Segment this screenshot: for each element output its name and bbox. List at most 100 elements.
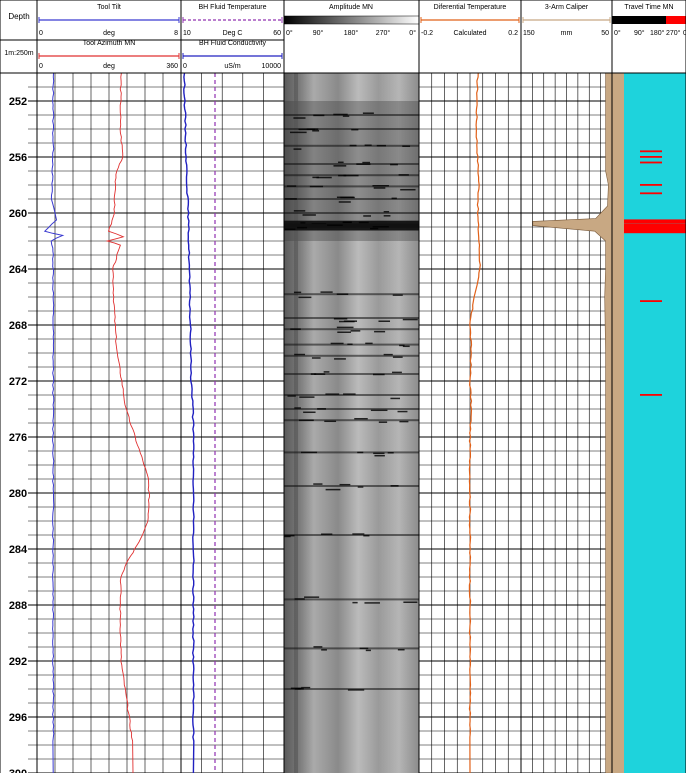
amplitude-dark-band (284, 185, 419, 188)
amplitude-fracture-streak (383, 211, 390, 213)
amplitude-fracture-streak (391, 197, 397, 200)
amplitude-fracture-streak (400, 188, 416, 191)
amplitude-fracture-streak (372, 185, 389, 187)
amplitude-fracture-streak (374, 330, 386, 333)
track-max-caliper: 50 (601, 30, 609, 37)
amplitude-tick-label: 0° (409, 29, 416, 37)
amplitude-fracture-streak (358, 221, 369, 224)
amplitude-fracture-streak (334, 358, 346, 360)
amplitude-fracture-streak (339, 483, 351, 486)
amplitude-background (284, 73, 419, 773)
amplitude-dark-band (284, 223, 419, 231)
amplitude-fracture-streak (357, 451, 364, 454)
amplitude-fracture-streak (294, 353, 306, 356)
track-unit-fluid_cond: uS/m (224, 63, 241, 70)
amplitude-fracture-streak (286, 185, 297, 187)
track-title-diff_temp: Diferential Temperature (434, 4, 507, 11)
track-title-azimuth: Tool Azimuth MN (83, 40, 136, 47)
amplitude-fracture-streak (330, 342, 344, 345)
amplitude-fracture-streak (370, 227, 379, 230)
amplitude-fracture-streak (285, 228, 296, 231)
amplitude-fracture-streak (356, 163, 371, 165)
caliper-curve (532, 72, 613, 773)
depth-tick-label: 280 (9, 488, 27, 500)
amplitude-dark-band (284, 485, 419, 487)
track-min-tilt: 0 (39, 30, 43, 37)
depth-axis: 252 256 260 264 268 272 276 280 284 288 292 296 300 (9, 96, 28, 773)
amplitude-fracture-streak (314, 373, 326, 375)
travel-time-anomaly (640, 161, 662, 164)
depth-tick-label: 276 (9, 432, 27, 444)
amplitude-vertical-streak (294, 73, 298, 773)
amplitude-fracture-streak (390, 397, 401, 400)
amplitude-fracture-streak (284, 534, 295, 537)
amplitude-fracture-streak (402, 145, 411, 147)
curve-bh-fluid-temperature (183, 72, 195, 773)
amplitude-fracture-streak (312, 176, 319, 179)
amplitude-fracture-streak (301, 686, 311, 689)
track-title-fluid_cond: BH Fluid Conductivity (199, 40, 266, 47)
amplitude-fracture-streak (325, 393, 340, 395)
amplitude-fracture-streak (372, 226, 389, 228)
travel-time-background (624, 73, 686, 773)
amplitude-fracture-streak (323, 371, 330, 373)
curve-tool-tilt (43, 72, 65, 773)
amplitude-fracture-streak (365, 649, 371, 652)
depth-tick-label: 252 (9, 96, 27, 108)
amplitude-fracture-streak (321, 533, 333, 535)
amplitude-fracture-streak (362, 161, 371, 164)
amplitude-fracture-streak (320, 291, 333, 293)
amplitude-fracture-streak (298, 296, 312, 299)
amplitude-fracture-streak (342, 221, 352, 224)
track-unit-diff_temp: Calculated (453, 30, 486, 37)
amplitude-fracture-streak (354, 417, 368, 420)
amplitude-dark-band (284, 198, 419, 200)
amplitude-fracture-streak (363, 215, 371, 217)
amplitude-fracture-streak (365, 342, 373, 345)
amplitude-fracture-streak (397, 648, 405, 651)
amplitude-fracture-streak (397, 410, 408, 413)
depth-tick-label: 300 (9, 768, 27, 773)
amplitude-dark-band (284, 328, 419, 331)
travel-time-tick-label: 270° (666, 29, 681, 37)
amplitude-fracture-streak (333, 165, 347, 167)
amplitude-fracture-streak (336, 326, 354, 329)
amplitude-fracture-streak (392, 356, 403, 358)
amplitude-fracture-streak (302, 214, 316, 216)
track-min-fluid_temp: 10 (183, 30, 191, 37)
track-min-diff_temp: -0.2 (421, 30, 433, 37)
curve-tool-azimuth-mn (105, 72, 151, 773)
amplitude-fracture-streak (338, 201, 351, 203)
depth-tick-label: 272 (9, 376, 27, 388)
amplitude-dark-band (284, 114, 419, 116)
travel-time-anomaly (640, 192, 662, 195)
track-title-tilt: Tool Tilt (97, 4, 121, 11)
amplitude-dark-band (284, 408, 419, 410)
amplitude-fracture-streak (324, 420, 337, 423)
amplitude-fracture-streak (321, 649, 327, 651)
travel-time-anomaly (640, 394, 662, 396)
travel-time-tick-label: 0 (683, 30, 686, 37)
amplitude-fracture-streak (387, 452, 394, 454)
amplitude-fracture-streak (300, 222, 306, 224)
amplitude-fracture-streak (373, 187, 386, 189)
amplitude-fracture-streak (376, 144, 386, 147)
travel-time-tick-label: 0° (614, 29, 621, 37)
amplitude-fracture-streak (333, 317, 348, 320)
amplitude-fracture-streak (399, 344, 405, 347)
amplitude-fracture-streak (402, 318, 418, 321)
amplitude-image (284, 73, 419, 773)
amplitude-dark-zone (284, 101, 419, 241)
amplitude-fracture-streak (364, 602, 380, 604)
amplitude-fracture-streak (306, 128, 319, 131)
amplitude-fracture-streak (287, 395, 296, 397)
track-title-amplitude: Amplitude MN (329, 4, 373, 11)
scale-label: 1m:250m (4, 50, 33, 57)
amplitude-fracture-streak (338, 174, 347, 177)
amplitude-fracture-streak (297, 687, 304, 690)
amplitude-fracture-streak (299, 396, 315, 398)
amplitude-fracture-streak (309, 185, 324, 188)
amplitude-dark-band (284, 293, 419, 296)
